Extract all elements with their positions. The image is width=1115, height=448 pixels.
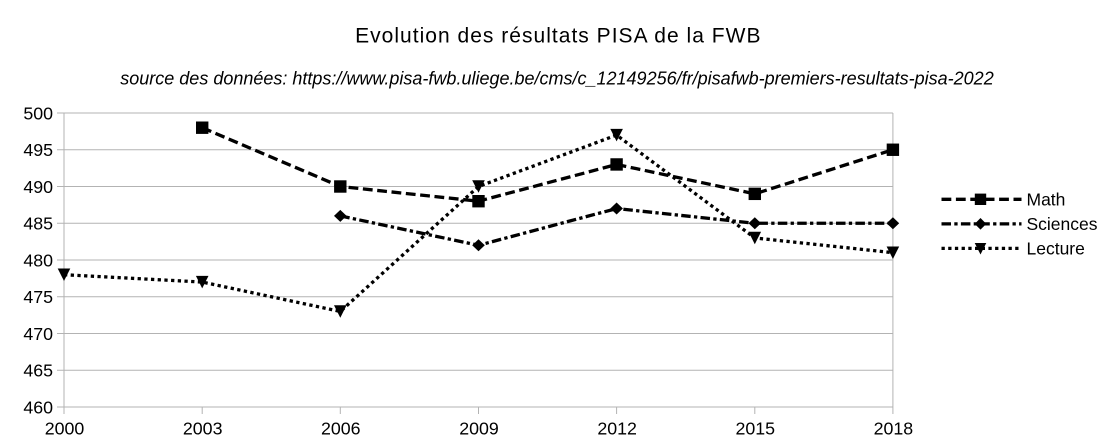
svg-text:source des données: https://ww: source des données: https://www.pisa-fwb… bbox=[120, 69, 993, 89]
svg-text:460: 460 bbox=[23, 397, 53, 417]
svg-text:Evolution des résultats PISA d: Evolution des résultats PISA de la FWB bbox=[355, 24, 761, 47]
svg-text:2018: 2018 bbox=[874, 419, 914, 439]
svg-text:Math: Math bbox=[1027, 190, 1066, 210]
svg-text:480: 480 bbox=[23, 250, 53, 270]
svg-text:Sciences: Sciences bbox=[1027, 214, 1098, 234]
svg-text:495: 495 bbox=[23, 140, 53, 160]
svg-text:Lecture: Lecture bbox=[1027, 239, 1085, 259]
svg-text:475: 475 bbox=[23, 287, 53, 307]
svg-text:2009: 2009 bbox=[459, 419, 499, 439]
svg-text:2003: 2003 bbox=[183, 419, 223, 439]
svg-text:2006: 2006 bbox=[321, 419, 361, 439]
svg-text:470: 470 bbox=[23, 324, 53, 344]
svg-text:2015: 2015 bbox=[736, 419, 776, 439]
svg-text:2000: 2000 bbox=[45, 419, 85, 439]
svg-text:485: 485 bbox=[23, 214, 53, 234]
svg-text:500: 500 bbox=[23, 103, 53, 123]
svg-text:465: 465 bbox=[23, 361, 53, 381]
svg-text:490: 490 bbox=[23, 177, 53, 197]
svg-text:2012: 2012 bbox=[597, 419, 637, 439]
